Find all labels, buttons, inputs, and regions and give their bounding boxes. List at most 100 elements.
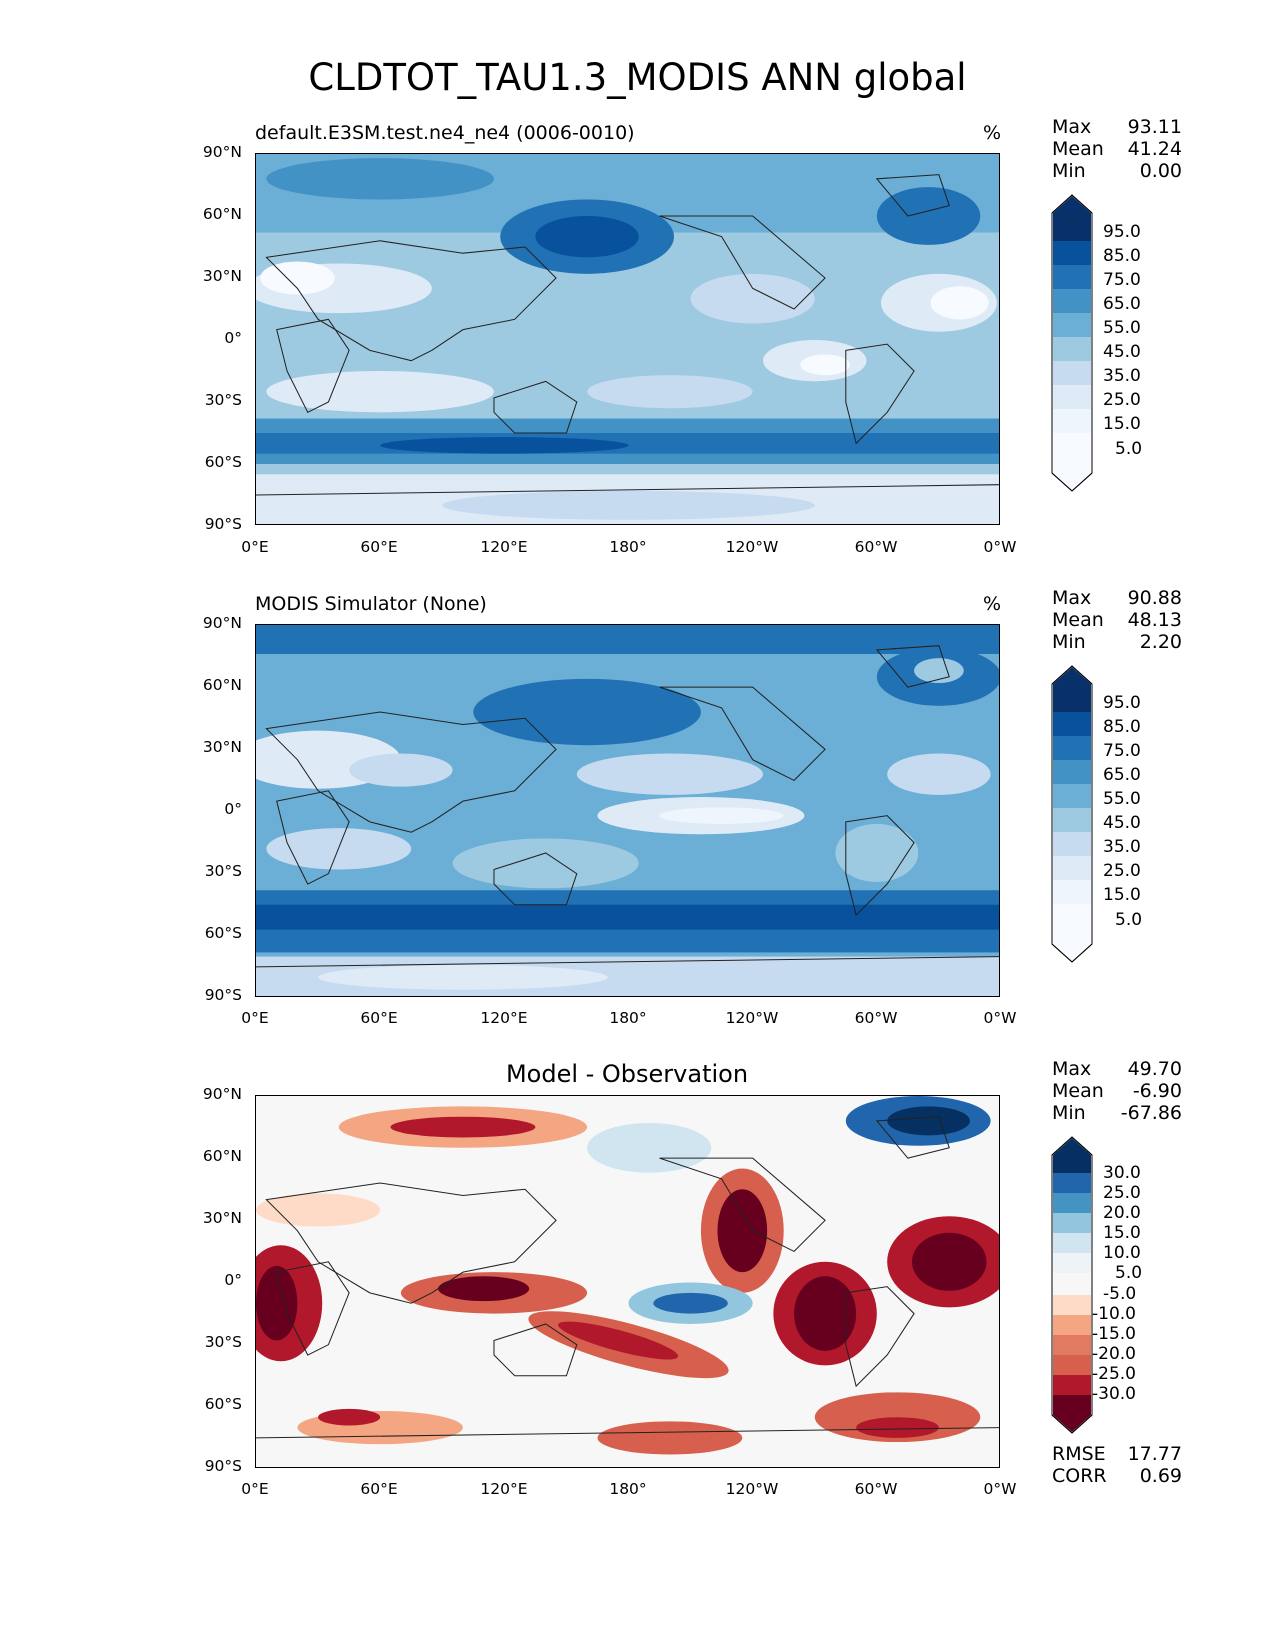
colorbar-label: 15.0 — [1103, 885, 1141, 905]
colorbar-label: 45.0 — [1103, 813, 1141, 833]
map-diff — [255, 1095, 1000, 1468]
stat-mean-label: Mean — [1052, 138, 1104, 160]
x-tick-label: 60°E — [360, 538, 398, 556]
y-tick-label: 90°S — [204, 986, 242, 1004]
colorbar-label: -15.0 — [1092, 1324, 1136, 1344]
stat-min: 2.20 — [1139, 631, 1182, 653]
colorbar-label: 30.0 — [1103, 1163, 1141, 1183]
colorbar-label: -25.0 — [1092, 1364, 1136, 1384]
y-tick-label: 60°N — [202, 205, 242, 223]
stat-max: 49.70 — [1127, 1058, 1182, 1080]
panel-units: % — [982, 122, 1001, 144]
rmse-label: RMSE — [1052, 1443, 1106, 1465]
stat-mean-label: Mean — [1052, 609, 1104, 631]
colorbar-label: 5.0 — [1115, 439, 1143, 459]
x-tick-label: 120°E — [480, 1009, 528, 1027]
panel-subtitle: Model - Observation — [505, 1060, 749, 1088]
x-tick-label: 0°E — [241, 538, 269, 556]
y-tick-label: 30°N — [202, 1209, 242, 1227]
stat-max-label: Max — [1052, 587, 1092, 609]
colorbar-label: 45.0 — [1103, 342, 1141, 362]
colorbar — [1050, 1135, 1095, 1435]
map-test — [255, 153, 1000, 525]
colorbar-label: -10.0 — [1092, 1304, 1136, 1324]
panel-units: % — [982, 593, 1001, 615]
x-tick-label: 120°E — [480, 538, 528, 556]
stat-min-label: Min — [1052, 160, 1086, 182]
colorbar-label: -5.0 — [1103, 1284, 1137, 1304]
y-tick-label: 0° — [224, 800, 242, 818]
colorbar-label: 35.0 — [1103, 366, 1141, 386]
colorbar-label: 55.0 — [1103, 318, 1141, 338]
x-tick-label: 60°W — [854, 538, 898, 556]
stat-mean: 41.24 — [1127, 138, 1182, 160]
stat-mean-label: Mean — [1052, 1080, 1104, 1102]
y-tick-label: 60°N — [202, 676, 242, 694]
rmse-corr-box: RMSE 17.77 CORR 0.69 — [1052, 1443, 1182, 1487]
rmse-value: 17.77 — [1127, 1443, 1182, 1465]
colorbar-label: 25.0 — [1103, 390, 1141, 410]
colorbar-label: 25.0 — [1103, 1183, 1141, 1203]
corr-value: 0.69 — [1139, 1465, 1182, 1487]
stat-min-label: Min — [1052, 631, 1086, 653]
x-tick-label: 180° — [609, 538, 647, 556]
y-tick-label: 90°N — [202, 143, 242, 161]
colorbar-label: 85.0 — [1103, 717, 1141, 737]
stat-min: 0.00 — [1139, 160, 1182, 182]
x-tick-label: 120°E — [480, 1480, 528, 1498]
colorbar-label: -30.0 — [1092, 1384, 1136, 1404]
x-tick-label: 180° — [609, 1009, 647, 1027]
x-tick-label: 0°E — [241, 1480, 269, 1498]
stat-mean: -6.90 — [1132, 1080, 1182, 1102]
colorbar-label: 5.0 — [1115, 910, 1143, 930]
stats-box: Max 90.88 Mean 48.13 Min 2.20 — [1052, 587, 1182, 653]
colorbar-label: 65.0 — [1103, 765, 1141, 785]
colorbar-label: 55.0 — [1103, 789, 1141, 809]
figure-title: CLDTOT_TAU1.3_MODIS ANN global — [308, 56, 967, 99]
x-tick-label: 0°E — [241, 1009, 269, 1027]
panel-subtitle: default.E3SM.test.ne4_ne4 (0006-0010) — [255, 122, 635, 144]
map-reference — [255, 624, 1000, 997]
stat-max-label: Max — [1052, 1058, 1092, 1080]
x-tick-label: 0°W — [983, 538, 1017, 556]
y-tick-label: 90°N — [202, 1085, 242, 1103]
colorbar-label: 35.0 — [1103, 837, 1141, 857]
panel-subtitle: MODIS Simulator (None) — [255, 593, 487, 615]
colorbar-label: 85.0 — [1103, 246, 1141, 266]
x-tick-label: 0°W — [983, 1480, 1017, 1498]
colorbar-label: 95.0 — [1103, 693, 1141, 713]
colorbar-label: 15.0 — [1103, 1223, 1141, 1243]
colorbar-label: 10.0 — [1103, 1243, 1141, 1263]
stats-box: Max 93.11 Mean 41.24 Min 0.00 — [1052, 116, 1182, 182]
stats-box: Max 49.70 Mean -6.90 Min -67.86 — [1052, 1058, 1182, 1124]
stat-min: -67.86 — [1120, 1102, 1182, 1124]
y-tick-label: 30°N — [202, 267, 242, 285]
colorbar-label: 65.0 — [1103, 294, 1141, 314]
colorbar — [1050, 664, 1095, 964]
y-tick-label: 0° — [224, 329, 242, 347]
x-tick-label: 120°W — [725, 538, 779, 556]
colorbar-label: -20.0 — [1092, 1344, 1136, 1364]
stat-mean: 48.13 — [1127, 609, 1182, 631]
corr-label: CORR — [1052, 1465, 1107, 1487]
colorbar-label: 5.0 — [1115, 1263, 1143, 1283]
x-tick-label: 60°E — [360, 1009, 398, 1027]
x-tick-label: 60°W — [854, 1480, 898, 1498]
y-tick-label: 90°S — [204, 515, 242, 533]
colorbar-label: 75.0 — [1103, 741, 1141, 761]
colorbar — [1050, 193, 1095, 493]
colorbar-label: 20.0 — [1103, 1203, 1141, 1223]
y-tick-label: 30°S — [204, 862, 242, 880]
stat-max: 93.11 — [1127, 116, 1182, 138]
x-tick-label: 0°W — [983, 1009, 1017, 1027]
colorbar-label: 75.0 — [1103, 270, 1141, 290]
y-tick-label: 90°S — [204, 1457, 242, 1475]
colorbar-label: 95.0 — [1103, 222, 1141, 242]
y-tick-label: 90°N — [202, 614, 242, 632]
x-tick-label: 120°W — [725, 1009, 779, 1027]
y-tick-label: 60°S — [204, 453, 242, 471]
x-tick-label: 120°W — [725, 1480, 779, 1498]
stat-max: 90.88 — [1127, 587, 1182, 609]
stat-max-label: Max — [1052, 116, 1092, 138]
y-tick-label: 30°S — [204, 1333, 242, 1351]
